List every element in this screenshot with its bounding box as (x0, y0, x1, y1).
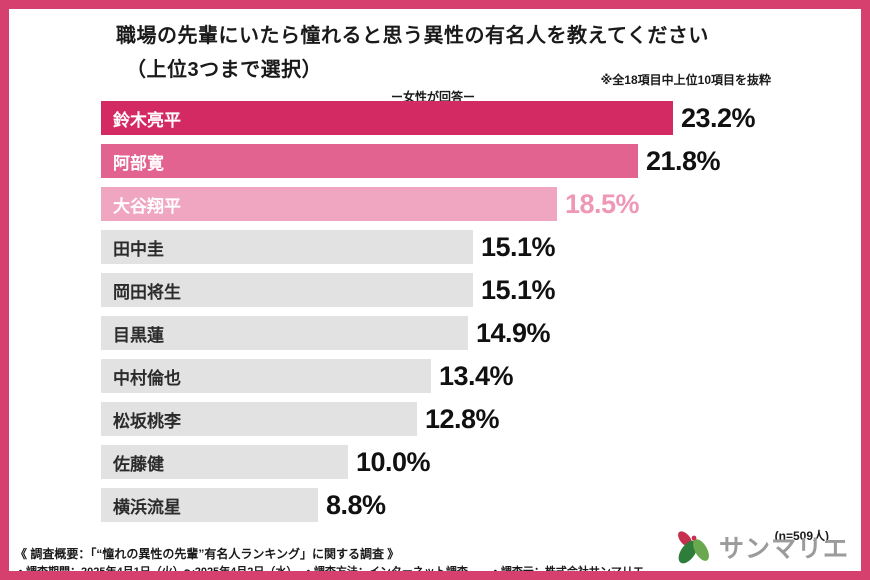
bar-row: 岡田将生 15.1% (101, 273, 861, 307)
bar-category-label: 目黒蓮 (113, 325, 164, 345)
bar-category-label: 田中圭 (113, 239, 164, 259)
sunmarie-logo: サンマリエ (671, 525, 849, 569)
ranking-bar-chart: 鈴木亮平 23.2% 阿部寛 21.8% 大谷翔平 18.5% 田中圭 15.1% 岡田将生 15… (101, 101, 861, 531)
bar-category-label: 鈴木亮平 (113, 110, 181, 130)
bar-row: 大谷翔平 18.5% (101, 187, 861, 221)
title-line2: （上位3つまで選択） (126, 59, 323, 81)
title-line1: 職場の先輩にいたら憧れると思う異性の有名人を教えてください (116, 25, 709, 47)
bar-value-label: 12.8% (425, 404, 500, 434)
bar-row: 横浜流星 8.8% (101, 488, 861, 522)
bar: 田中圭 (101, 230, 473, 264)
bar-row: 田中圭 15.1% (101, 230, 861, 264)
bar: 目黒蓮 (101, 316, 468, 350)
bar: 大谷翔平 (101, 187, 557, 221)
bar-value-label: 23.2% (681, 103, 756, 133)
bar: 鈴木亮平 (101, 101, 673, 135)
bar: 松坂桃李 (101, 402, 417, 436)
survey-overview-line: 《 調査概要：「“憧れの異性の先輩”有名人ランキング」に関する調査 》 (15, 547, 400, 561)
logo-text: サンマリエ (718, 535, 849, 563)
bar: 阿部寛 (101, 144, 638, 178)
bar-category-label: 大谷翔平 (113, 196, 181, 216)
bar-value-label: 8.8% (326, 490, 386, 520)
bar-value-label: 18.5% (565, 189, 640, 219)
bar-value-label: 15.1% (481, 275, 556, 305)
page-title: 職場の先輩にいたら憧れると思う異性の有名人を教えてください （上位3つまで選択） (116, 19, 709, 87)
bar-category-label: 松坂桃李 (113, 411, 181, 431)
bar-category-label: 中村倫也 (113, 368, 181, 388)
survey-period-line: ・調査期間：2025年4月1日（火）〜2025年4月2日（水） ・調査方法：イン… (15, 565, 644, 578)
bar: 中村倫也 (101, 359, 431, 393)
bar-category-label: 横浜流星 (113, 497, 181, 517)
respondent-label: ー女性が回答ー (391, 90, 476, 104)
bar-row: 目黒蓮 14.9% (101, 316, 861, 350)
bar-row: 中村倫也 13.4% (101, 359, 861, 393)
bar: 佐藤健 (101, 445, 348, 479)
bar-value-label: 13.4% (439, 361, 514, 391)
bar-value-label: 10.0% (356, 447, 431, 477)
excerpt-note: ※全18項目中上位10項目を抜粋 (600, 73, 771, 87)
survey-details: 《 調査概要：「“憧れの異性の先輩”有名人ランキング」に関する調査 》 ・調査期… (15, 545, 675, 578)
bar: 岡田将生 (101, 273, 473, 307)
bar-row: 鈴木亮平 23.2% (101, 101, 861, 135)
bar-category-label: 岡田将生 (113, 282, 181, 302)
bar-row: 佐藤健 10.0% (101, 445, 861, 479)
sample-size-note: (n=509人) (774, 529, 829, 543)
bar-value-label: 15.1% (481, 232, 556, 262)
bar-row: 阿部寛 21.8% (101, 144, 861, 178)
bar-row: 松坂桃李 12.8% (101, 402, 861, 436)
bar-value-label: 14.9% (476, 318, 551, 348)
bar-category-label: 阿部寛 (113, 153, 164, 173)
bar-category-label: 佐藤健 (113, 454, 164, 474)
bar: 横浜流星 (101, 488, 318, 522)
bar-value-label: 21.8% (646, 146, 721, 176)
holly-leaf-icon (678, 531, 709, 564)
